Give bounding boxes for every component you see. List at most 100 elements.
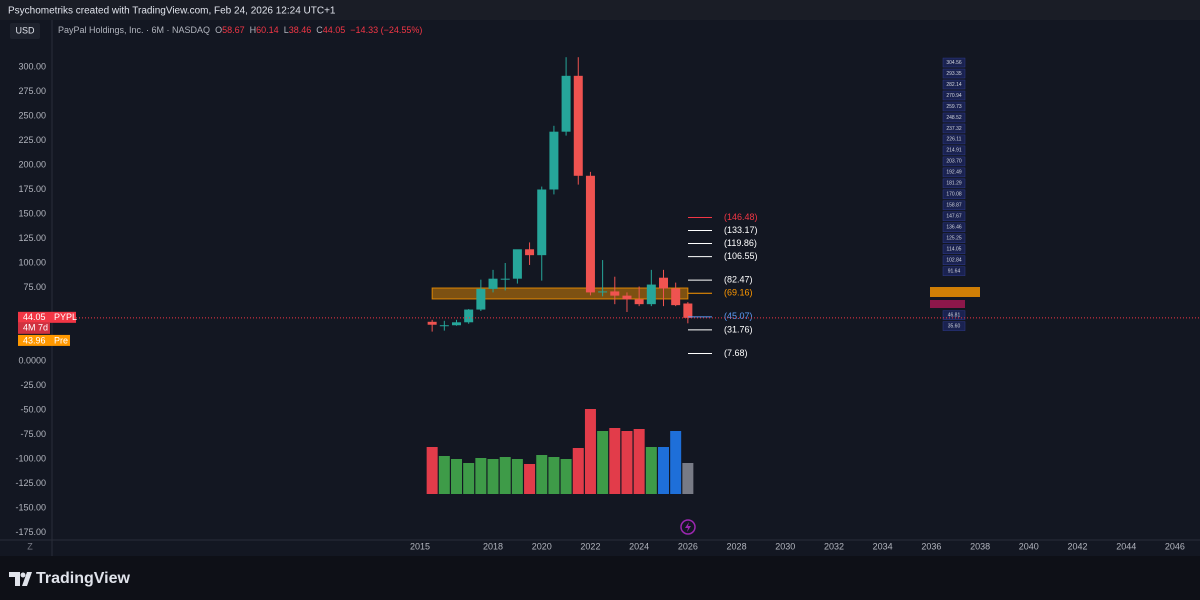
volume-bar [597,431,609,494]
candle-body [683,303,693,318]
ladder-box [942,112,966,123]
x-tick-label: 2040 [1019,541,1039,551]
level-label: (31.76) [724,324,753,334]
level-label: (106.55) [724,251,758,261]
y-tick-label: 0.0000 [18,355,46,365]
countdown: 4M 7d [23,323,48,333]
brand-logo [9,572,32,586]
level-label: (7.68) [724,348,748,358]
ladder-label: 158.87 [946,203,962,209]
x-tick-label: 2026 [678,541,698,551]
y-tick-label: -75.00 [20,429,46,439]
ladder-box [942,156,966,167]
ladder-label: 170.08 [946,192,962,198]
brand: TradingView [36,570,131,587]
volume-bar [536,455,548,494]
candle-body [573,75,583,176]
x-tick-label: 2020 [532,541,552,551]
volume-bar [670,431,682,494]
candle-body [427,321,437,325]
zoom-icon[interactable]: Z [27,541,33,551]
x-tick-label: 2018 [483,541,503,551]
volume-bar [524,464,536,494]
y-tick-label: 75.00 [23,282,46,292]
pre-label: Pre [54,335,68,345]
y-tick-label: 225.00 [18,135,46,145]
x-tick-label: 2034 [873,541,893,551]
ladder-box [942,222,966,233]
volume-bar [682,463,694,494]
ladder-label: 147.67 [946,214,962,220]
footer-bar [0,556,1200,600]
volume-bar [633,429,645,494]
ladder-label: 282.14 [946,82,962,88]
ladder-label: 114.05 [947,247,962,253]
ladder-label: 237.32 [946,126,962,132]
legend-name: PayPal Holdings, Inc. · 6M · NASDAQ [58,25,211,35]
ladder-box [942,101,966,112]
legend-low: 38.46 [288,25,312,35]
level-label: (119.86) [724,238,757,248]
level-label: (82.47) [724,275,753,285]
x-tick-label: 2042 [1067,541,1087,551]
price-symbol: PYPL [54,312,77,322]
ladder-label: 248.52 [946,115,962,121]
ladder-box [942,310,966,320]
ladder-box [942,233,966,244]
ladder-label: 136.46 [946,225,962,231]
event-icon[interactable] [680,519,696,535]
y-tick-label: 150.00 [18,208,46,218]
legend-open: 58.67 [222,25,245,35]
y-tick-label: -175.00 [15,527,46,537]
candle-body [585,175,595,293]
candle-body [500,278,510,280]
legend-o: O [215,25,223,35]
ladder-box [942,123,966,134]
volume-bar [499,457,511,494]
legend-c: C [316,25,323,35]
ladder-box [942,167,966,178]
ladder-box [942,200,966,211]
ladder-box [942,189,966,200]
candle-body [549,131,559,190]
ladder-label: 293.35 [946,71,962,77]
ladder-label: 214.91 [946,148,962,154]
currency: USD [15,25,35,35]
legend-change: −14.33 (−24.55%) [350,25,423,35]
top-bar [0,0,1200,20]
candle-body [671,288,681,306]
ladder-label: 203.70 [946,159,962,165]
x-tick-label: 2028 [727,541,747,551]
y-tick-label: -150.00 [15,502,46,512]
volume-bar [463,463,475,494]
ladder-label: 181.29 [946,181,962,187]
ladder-label: 226.11 [947,137,962,143]
ladder-label: 270.94 [946,93,962,99]
ladder-box [942,255,966,265]
y-tick-label: 275.00 [18,86,46,96]
ladder-box [942,211,966,222]
x-tick-label: 2046 [1165,541,1185,551]
ladder-label: 259.73 [946,104,962,110]
volume-bar [475,458,487,494]
volume-bar [438,456,450,494]
level-label: (146.48) [724,212,758,222]
y-tick-label: -25.00 [20,380,46,390]
y-tick-label: -100.00 [15,453,46,463]
volume-bar [609,428,621,494]
ladder-label: 125.25 [946,236,962,242]
ladder-highlight [930,300,965,308]
ladder-box [942,266,966,276]
volume-bar [451,459,463,494]
currency-box [10,23,40,39]
level-label: (45.07) [724,311,753,321]
zone [431,287,689,300]
y-tick-label: 200.00 [18,159,46,169]
ladder-box [942,244,966,254]
ladder-label: 35.60 [948,323,961,329]
y-tick-label: 300.00 [18,61,46,71]
candle-body [537,189,547,256]
ladder-box [942,134,966,145]
ladder-box [942,145,966,156]
ladder-box [942,321,966,331]
